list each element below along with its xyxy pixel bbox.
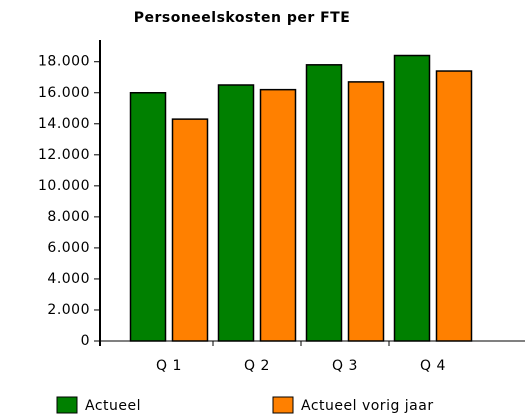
y-tick-label: 6.000 [47, 240, 90, 256]
legend-label: Actueel vorig jaar [301, 398, 434, 414]
bar [129, 92, 167, 342]
bar [393, 54, 431, 342]
bar [435, 70, 473, 342]
x-tick-label: Q 2 [244, 358, 270, 374]
bar [259, 88, 297, 342]
legend-swatch [272, 396, 294, 414]
x-tick-label: Q 1 [156, 358, 182, 374]
bar [217, 84, 255, 342]
bar [171, 118, 209, 342]
y-tick-label: 14.000 [38, 116, 90, 132]
y-tick-label: 2.000 [47, 302, 90, 318]
y-tick-label: 18.000 [38, 54, 90, 70]
y-tick-label: 4.000 [47, 271, 90, 287]
y-tick-label: 10.000 [38, 178, 90, 194]
bar [347, 81, 385, 342]
y-tick-label: 12.000 [38, 147, 90, 163]
y-tick-label: 8.000 [47, 209, 90, 225]
bar [305, 64, 343, 342]
legend-label: Actueel [85, 398, 141, 414]
x-tick-label: Q 3 [332, 358, 358, 374]
x-tick-label: Q 4 [420, 358, 446, 374]
y-tick-label: 0 [81, 333, 90, 349]
y-tick-label: 16.000 [38, 85, 90, 101]
legend-swatch [56, 396, 78, 414]
chart-title: Personeelskosten per FTE [134, 10, 351, 26]
